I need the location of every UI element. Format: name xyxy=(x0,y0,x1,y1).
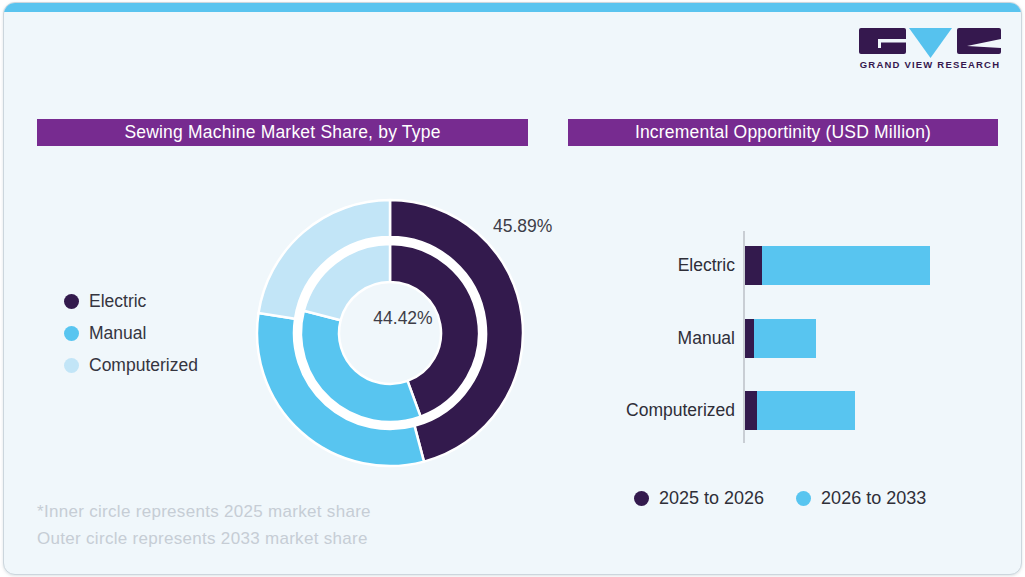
legend-label: 2025 to 2026 xyxy=(659,488,764,509)
inner-ring-label: 44.42% xyxy=(370,308,436,329)
bar-legend: 2025 to 2026 2026 to 2033 xyxy=(634,488,926,509)
legend-label: 2026 to 2033 xyxy=(821,488,926,509)
donut-legend: Electric Manual Computerized xyxy=(64,285,198,381)
right-chart-title-bar: Incremental Opportinity (USD Million) xyxy=(568,119,998,146)
legend-swatch-2026-2033-icon xyxy=(796,491,811,506)
legend-label: Computerized xyxy=(89,355,198,376)
legend-swatch-electric-icon xyxy=(64,294,79,309)
legend-item-computerized: Computerized xyxy=(64,349,198,381)
legend-label: Electric xyxy=(89,291,146,312)
legend-swatch-computerized-icon xyxy=(64,358,79,373)
bar-segment-2026-2033 xyxy=(757,391,855,430)
top-accent-bar xyxy=(4,3,1021,12)
legend-item-2025-2026: 2025 to 2026 xyxy=(634,488,764,509)
bar-segment-2025-2026 xyxy=(745,391,757,430)
right-chart-title: Incremental Opportinity (USD Million) xyxy=(635,122,931,143)
legend-item-electric: Electric xyxy=(64,285,198,317)
legend-swatch-2025-2026-icon xyxy=(634,491,649,506)
legend-item-2026-2033: 2026 to 2033 xyxy=(796,488,926,509)
bar-segment-2025-2026 xyxy=(745,246,762,285)
bar-row-manual xyxy=(745,319,816,358)
gvr-logo-icon xyxy=(857,26,1003,60)
infographic-card: GRAND VIEW RESEARCH Sewing Machine Marke… xyxy=(3,2,1022,575)
legend-label: Manual xyxy=(89,323,146,344)
outer-ring-label: 45.89% xyxy=(493,216,552,237)
bar-row-computerized xyxy=(745,391,855,430)
left-chart-title: Sewing Machine Market Share, by Type xyxy=(124,122,440,143)
bar-row-electric xyxy=(745,246,930,285)
footnote-line-1: *Inner circle represents 2025 market sha… xyxy=(37,502,371,522)
bar-category-label-computerized: Computerized xyxy=(590,400,735,421)
left-chart-title-bar: Sewing Machine Market Share, by Type xyxy=(37,119,528,146)
legend-item-manual: Manual xyxy=(64,317,198,349)
logo-letter-v-icon xyxy=(909,28,952,58)
brand-name: GRAND VIEW RESEARCH xyxy=(857,59,1003,70)
bar-segment-2026-2033 xyxy=(762,246,930,285)
legend-swatch-manual-icon xyxy=(64,326,79,341)
bar-category-label-electric: Electric xyxy=(590,255,735,276)
donut-footnote: *Inner circle represents 2025 market sha… xyxy=(37,502,371,556)
bar-segment-2025-2026 xyxy=(745,319,754,358)
bar-category-label-manual: Manual xyxy=(590,328,735,349)
footnote-line-2: Outer circle represents 2033 market shar… xyxy=(37,529,371,549)
bar-segment-2026-2033 xyxy=(754,319,816,358)
